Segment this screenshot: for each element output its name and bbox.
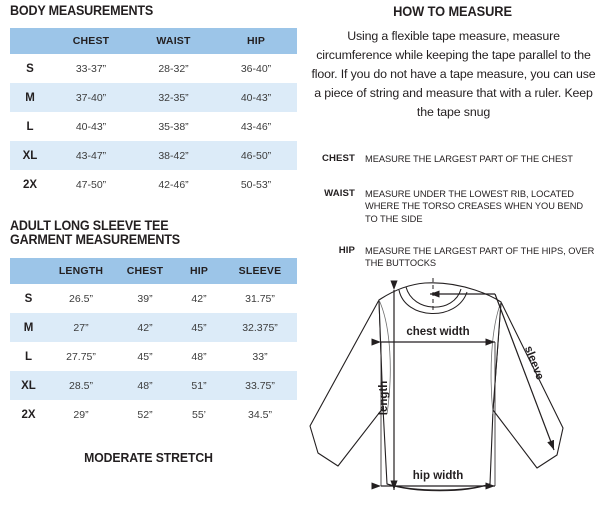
how-to-measure-title: HOW TO MEASURE (393, 4, 512, 19)
cell-hip: 42” (191, 292, 207, 305)
size-label: M (10, 313, 47, 342)
size-label: XL (10, 141, 50, 170)
cell-chest: 33-37” (75, 62, 107, 75)
garment-title-line-2: GARMENT MEASUREMENTS (10, 232, 180, 247)
cell-length: 27.75” (66, 350, 96, 363)
definition-text-waist: MEASURE UNDER THE LOWEST RIB, LOCATED WH… (365, 189, 584, 224)
table-header-row: CHEST WAIST HIP (10, 28, 297, 54)
definition-text-hip: MEASURE THE LARGEST PART OF THE HIPS, OV… (365, 246, 595, 269)
cell-chest: 42” (115, 313, 175, 342)
cell-sleeve: 33” (252, 350, 268, 363)
cell-hip: 43-46” (240, 120, 272, 133)
column-header-hip: HIP (175, 258, 223, 284)
definition-text-chest: MEASURE THE LARGEST PART OF THE CHEST (365, 154, 573, 164)
left-column: BODY MEASUREMENTS CHEST WAIST HIP S 33-3… (10, 3, 297, 465)
body-measurements-title: BODY MEASUREMENTS (10, 3, 154, 18)
cell-sleeve: 34.5” (248, 408, 272, 421)
body-measurements-table: CHEST WAIST HIP S 33-37” 28-32” 36-40” M… (10, 28, 297, 199)
shoulder-seams (378, 299, 502, 415)
cell-hip: 45” (175, 313, 223, 342)
cell-hip: 46-50” (215, 141, 297, 170)
table-row: S 33-37” 28-32” 36-40” (10, 54, 297, 83)
size-label: S (26, 62, 34, 75)
cell-length: 29” (73, 408, 89, 421)
column-header-chest: CHEST (50, 28, 132, 54)
cell-waist: 38-42” (132, 141, 215, 170)
right-column: HOW TO MEASURE Using a flexible tape mea… (305, 0, 600, 528)
hip-width-label: hip width (413, 470, 463, 482)
cell-chest: 43-47” (50, 141, 132, 170)
cell-waist: 32-35” (132, 83, 215, 112)
cell-sleeve: 31.75” (245, 292, 275, 305)
cell-chest: 39” (137, 292, 153, 305)
definition-label-waist: WAIST (324, 188, 355, 199)
table-row: S 26.5” 39” 42” 31.75” (10, 284, 297, 313)
cell-hip: 51” (175, 371, 223, 400)
definition-label-hip: HIP (338, 245, 355, 256)
table-row: XL 28.5” 48” 51” 33.75” (10, 371, 297, 400)
cell-hip: 55’ (191, 408, 206, 421)
cell-chest: 48” (115, 371, 175, 400)
garment-diagram: length chest width hip width sleeve (305, 278, 600, 528)
size-label: M (10, 83, 50, 112)
cell-length: 26.5” (69, 292, 93, 305)
size-label: S (24, 292, 33, 305)
cell-waist: 42-46” (158, 178, 189, 191)
size-label: 2X (22, 178, 38, 191)
length-label: length (378, 381, 390, 416)
size-label: 2X (21, 408, 36, 421)
table-row: L 27.75” 45” 48” 33” (10, 342, 297, 371)
cell-chest: 52” (137, 408, 153, 421)
cell-chest: 40-43” (75, 120, 107, 133)
column-header-size (10, 258, 47, 284)
table-row: M 37-40” 32-35” 40-43” (10, 83, 297, 112)
garment-measurements-table: LENGTH CHEST HIP SLEEVE S 26.5” 39” 42” … (10, 258, 297, 429)
table-header-row: LENGTH CHEST HIP SLEEVE (10, 258, 297, 284)
column-header-chest: CHEST (115, 258, 175, 284)
cell-waist: 28-32” (158, 62, 189, 75)
cell-waist: 35-38” (158, 120, 189, 133)
cell-hip: 48” (191, 350, 207, 363)
cell-chest: 37-40” (50, 83, 132, 112)
cell-hip: 40-43” (215, 83, 297, 112)
table-row: 2X 29” 52” 55’ 34.5” (10, 400, 297, 429)
cell-length: 27” (47, 313, 115, 342)
cell-length: 28.5” (47, 371, 115, 400)
chest-width-label: chest width (406, 326, 469, 338)
cell-hip: 36-40” (240, 62, 272, 75)
column-header-length: LENGTH (47, 258, 115, 284)
garment-measurements-title: ADULT LONG SLEEVE TEE GARMENT MEASUREMEN… (10, 219, 180, 247)
cell-sleeve: 33.75” (223, 371, 297, 400)
garment-diagram-svg: length chest width hip width sleeve (309, 278, 564, 492)
cell-chest: 45” (137, 350, 153, 363)
table-row: XL 43-47” 38-42” 46-50” (10, 141, 297, 170)
stretch-note: MODERATE STRETCH (84, 450, 213, 465)
cell-chest: 47-50” (75, 178, 107, 191)
sleeve-dimension-line (494, 293, 555, 451)
size-label: L (26, 120, 34, 133)
column-header-hip: HIP (215, 28, 297, 54)
cell-sleeve: 32.375” (223, 313, 297, 342)
table-row: L 40-43” 35-38” 43-46” (10, 112, 297, 141)
size-label: L (24, 350, 33, 363)
column-header-sleeve: SLEEVE (223, 258, 297, 284)
shirt-outline (309, 282, 564, 492)
table-row: M 27” 42” 45” 32.375” (10, 313, 297, 342)
size-label: XL (10, 371, 47, 400)
table-row: 2X 47-50” 42-46” 50-53” (10, 170, 297, 199)
definition-label-chest: CHEST (321, 153, 355, 164)
cell-hip: 50-53” (240, 178, 272, 191)
column-header-size (10, 28, 50, 54)
column-header-waist: WAIST (132, 28, 215, 54)
garment-title-line-1: ADULT LONG SLEEVE TEE (10, 218, 169, 233)
how-to-measure-paragraph: Using a flexible tape measure, measure c… (311, 29, 596, 119)
